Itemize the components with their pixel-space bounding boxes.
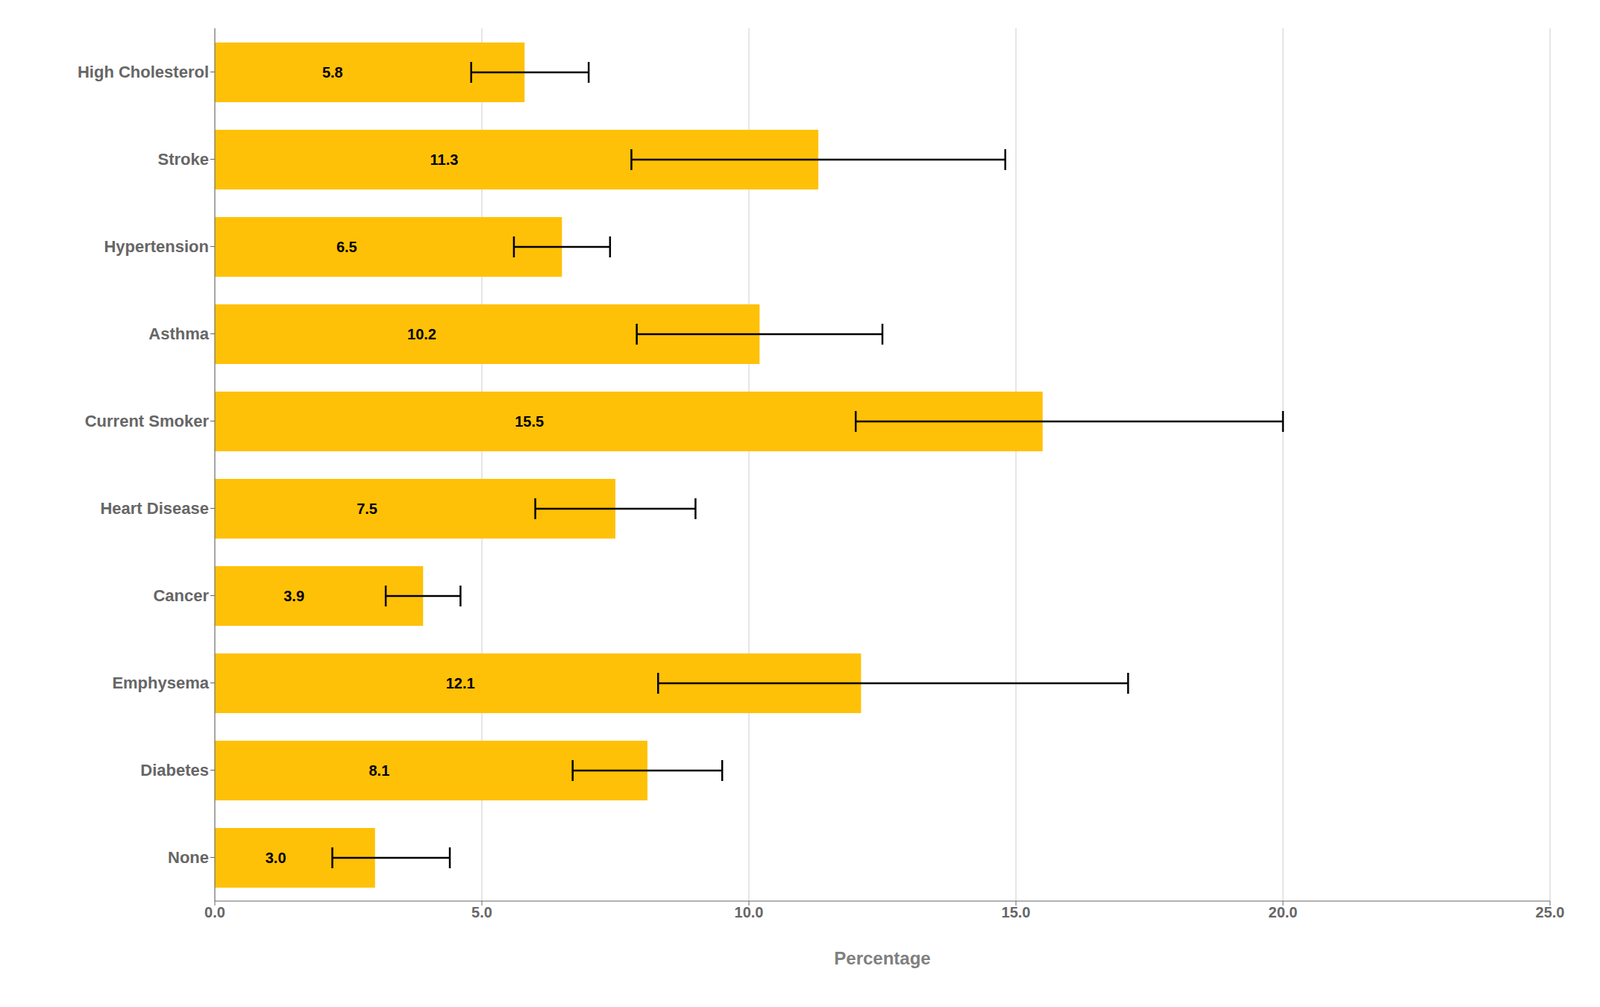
svg-text:Stroke: Stroke — [158, 149, 209, 169]
svg-text:7.5: 7.5 — [356, 500, 378, 517]
svg-text:Emphysema: Emphysema — [111, 673, 209, 693]
svg-text:12.1: 12.1 — [446, 675, 476, 692]
svg-text:Cancer: Cancer — [152, 586, 209, 605]
svg-text:Hypertension: Hypertension — [103, 237, 209, 256]
svg-text:3.9: 3.9 — [283, 587, 305, 605]
svg-text:15.5: 15.5 — [514, 413, 544, 430]
svg-text:6.5: 6.5 — [336, 238, 358, 256]
svg-text:Percentage: Percentage — [833, 948, 931, 969]
svg-text:5.8: 5.8 — [322, 64, 344, 81]
svg-text:3.0: 3.0 — [265, 849, 287, 867]
svg-text:10.0: 10.0 — [734, 904, 764, 921]
svg-text:0.0: 0.0 — [204, 904, 226, 921]
svg-text:15.0: 15.0 — [1001, 904, 1031, 921]
svg-text:8.1: 8.1 — [368, 762, 390, 779]
svg-text:Heart Disease: Heart Disease — [99, 499, 209, 518]
svg-text:11.3: 11.3 — [430, 151, 459, 168]
svg-text:20.0: 20.0 — [1268, 904, 1298, 921]
svg-text:High Cholesterol: High Cholesterol — [77, 62, 209, 82]
svg-text:Asthma: Asthma — [148, 324, 209, 344]
svg-text:25.0: 25.0 — [1535, 904, 1565, 921]
svg-text:Current Smoker: Current Smoker — [85, 411, 210, 431]
svg-text:Diabetes: Diabetes — [140, 760, 209, 780]
svg-text:10.2: 10.2 — [407, 325, 437, 343]
svg-text:None: None — [167, 848, 209, 867]
svg-text:5.0: 5.0 — [471, 904, 493, 921]
